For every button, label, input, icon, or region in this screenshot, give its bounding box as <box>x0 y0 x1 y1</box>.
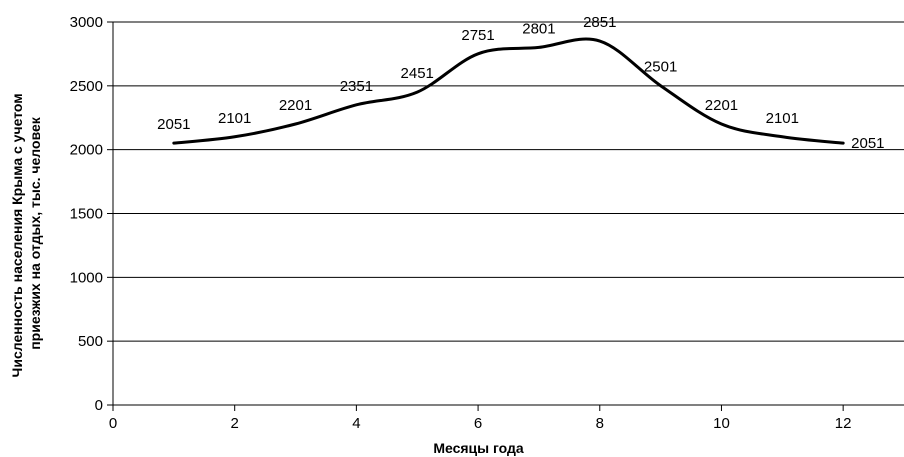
data-label-6: 2751 <box>461 27 494 44</box>
gridlines <box>113 21 904 342</box>
x-tick-label-12: 12 <box>835 415 852 432</box>
y-tick-label-2500: 2500 <box>70 78 103 95</box>
x-axis-title: Месяцы года <box>433 440 524 456</box>
data-label-12: 2051 <box>851 135 884 152</box>
x-tick-label-6: 6 <box>474 415 482 432</box>
x-tick-label-2: 2 <box>231 415 239 432</box>
y-tick-label-1000: 1000 <box>70 269 103 286</box>
y-tick-label-3000: 3000 <box>70 14 103 31</box>
series-line <box>172 37 845 145</box>
x-tick-label-4: 4 <box>352 415 360 432</box>
data-label-5: 2451 <box>401 65 434 82</box>
data-label-3: 2201 <box>279 97 312 114</box>
x-tick-label-8: 8 <box>596 415 604 432</box>
x-tick-label-10: 10 <box>713 415 730 432</box>
data-label-9: 2501 <box>644 59 677 76</box>
y-axis-title: Численность населения Крыма с учетом при… <box>9 90 43 378</box>
y-tick-label-0: 0 <box>95 397 103 414</box>
y-tick-label-2000: 2000 <box>70 142 103 159</box>
data-label-11: 2101 <box>766 110 799 127</box>
data-label-4: 2351 <box>340 78 373 95</box>
y-tick-label-500: 500 <box>78 333 103 350</box>
y-axis-title-line-2: приезжих на отдых, тыс. человек <box>27 116 43 350</box>
ticks: 0 500 1000 1500 2000 2500 3000 0 2 4 6 8 10 12 <box>70 14 852 432</box>
data-label-8: 2851 <box>583 14 616 31</box>
data-label-1: 2051 <box>157 116 190 133</box>
x-tick-label-0: 0 <box>109 415 117 432</box>
data-label-7: 2801 <box>522 20 555 37</box>
data-label-10: 2201 <box>705 97 738 114</box>
y-tick-label-1500: 1500 <box>70 206 103 223</box>
y-axis-title-line-1: Численность населения Крыма с учетом <box>9 93 25 377</box>
data-labels: 2051 2101 2201 2351 2451 2751 2801 2851 2501 2201… <box>157 14 884 152</box>
data-label-2: 2101 <box>218 110 251 127</box>
